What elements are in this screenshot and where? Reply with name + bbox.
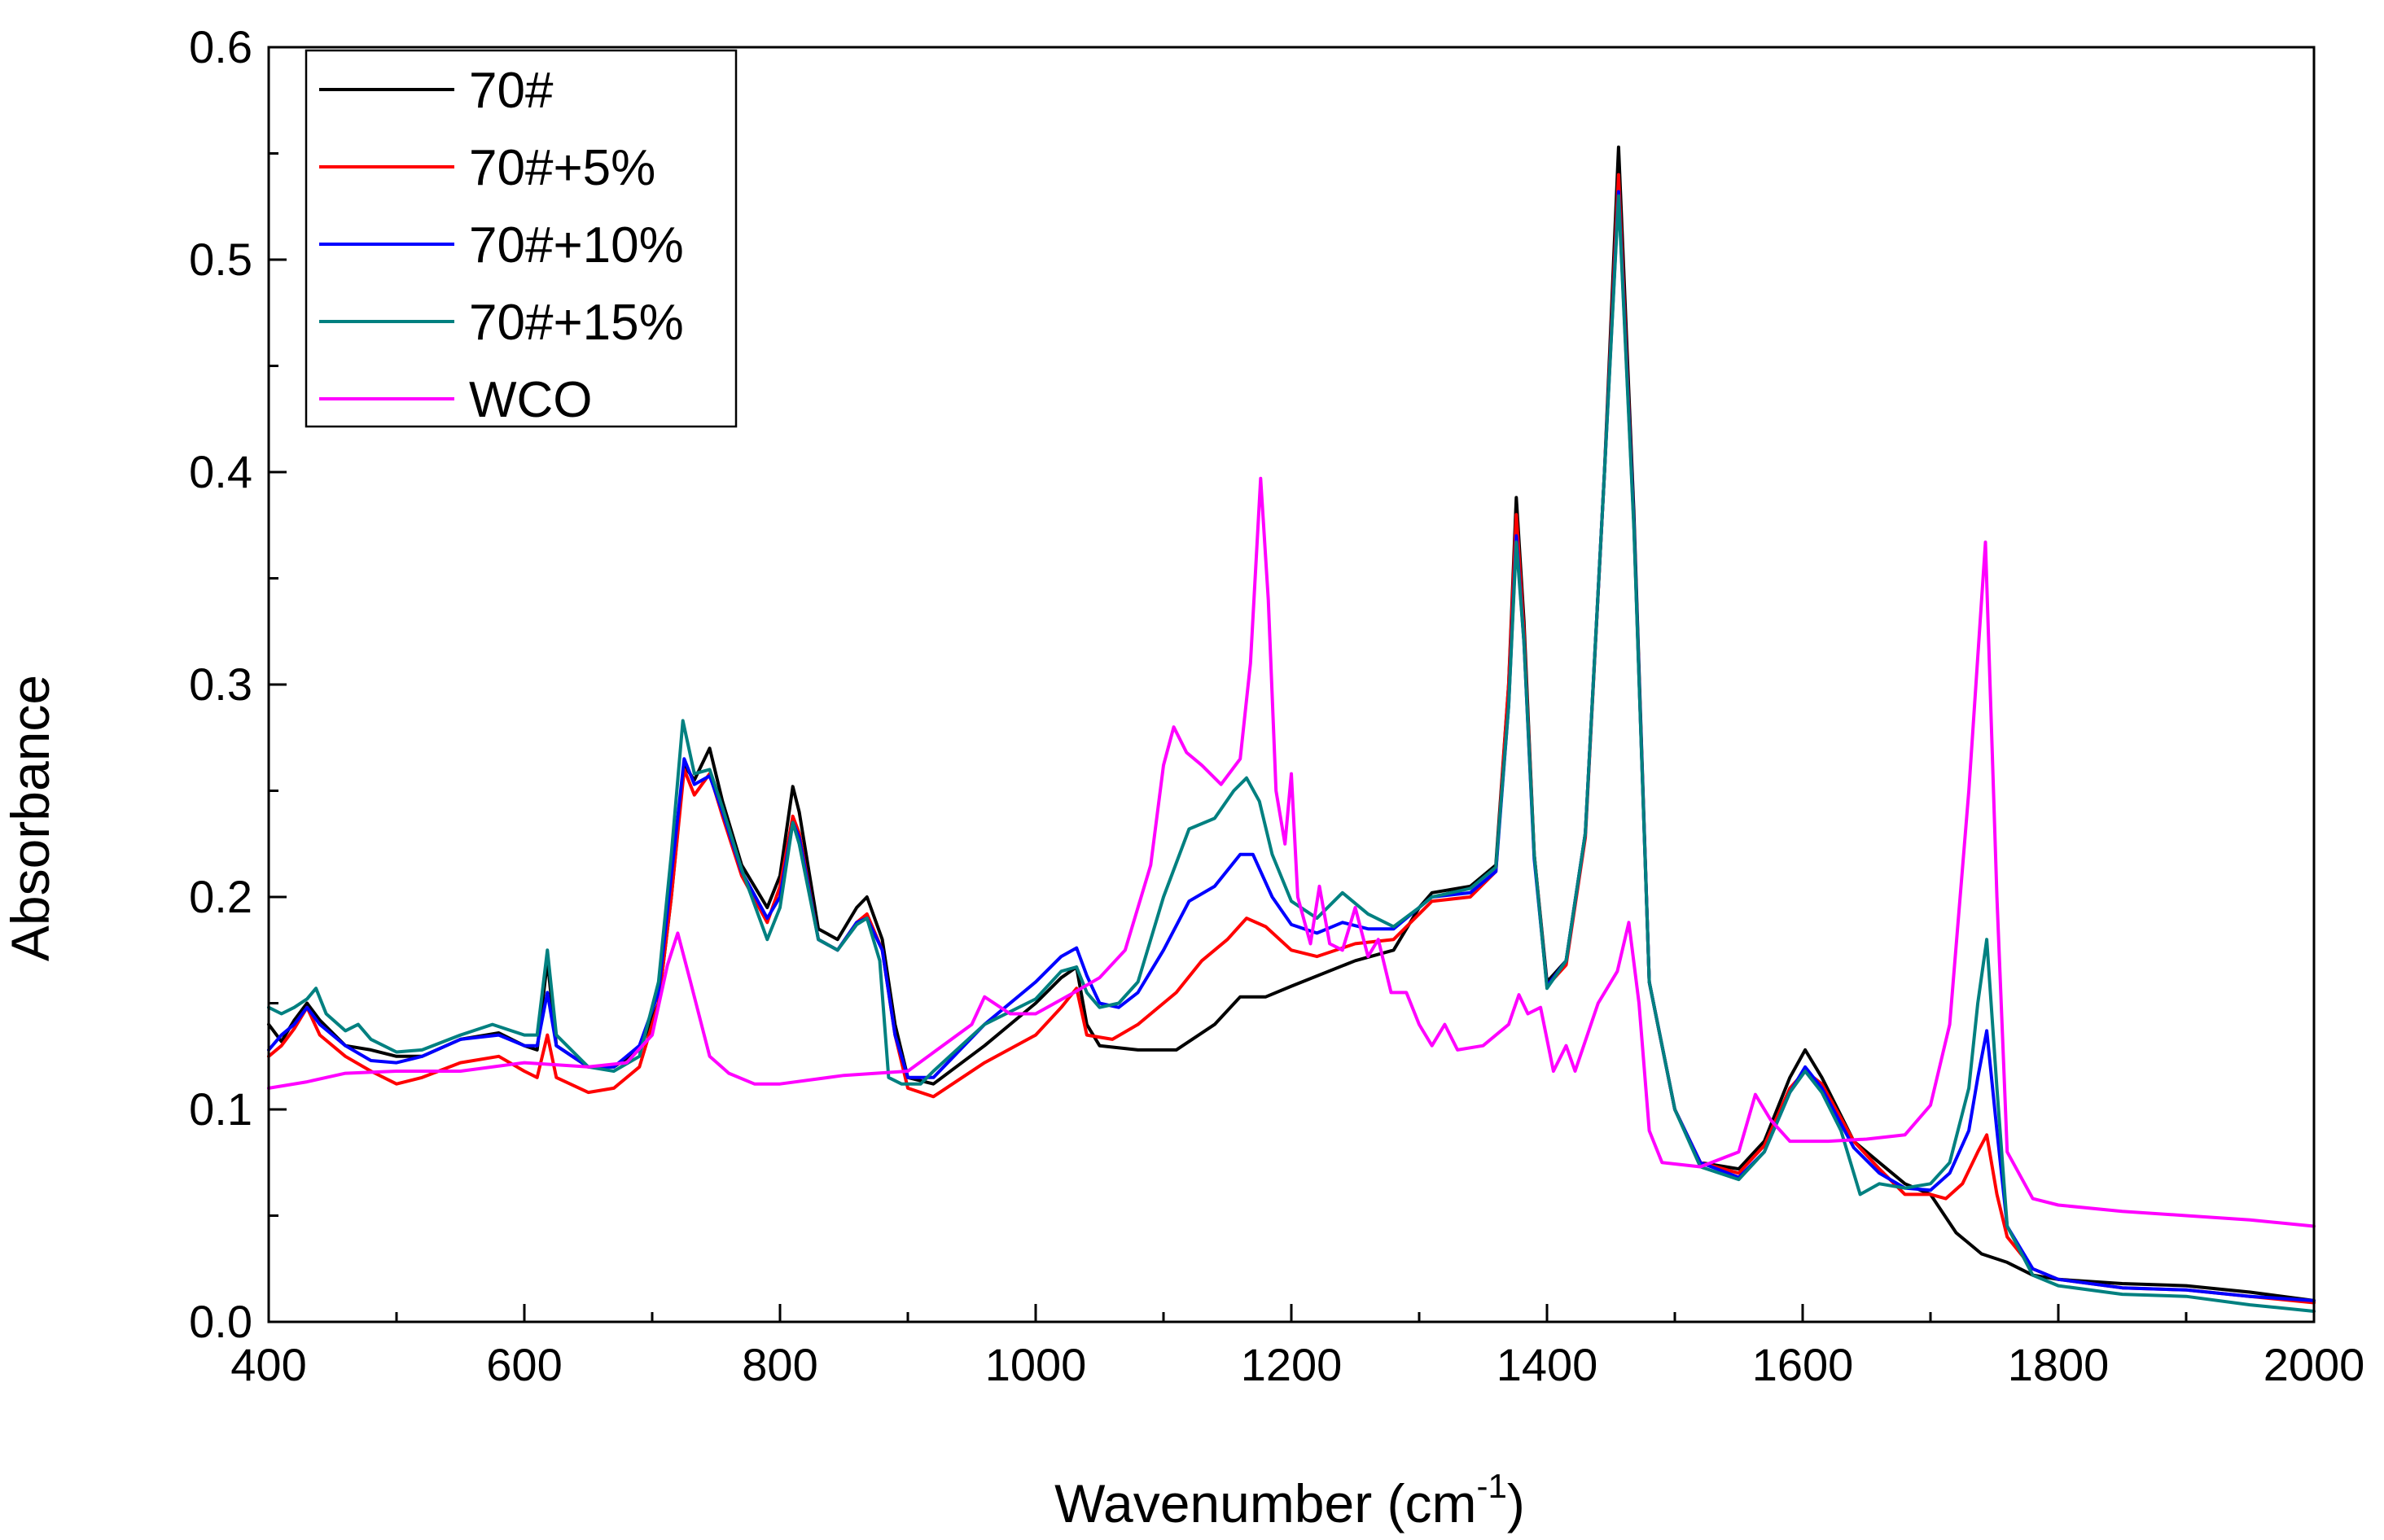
- x-tick-label: 1600: [1752, 1339, 1854, 1390]
- y-tick-label: 0.6: [189, 21, 252, 72]
- series-line-wco: [267, 476, 2316, 1228]
- legend: 70# 70#+5% 70#+10% 70#+15% WCO: [305, 49, 738, 428]
- x-tick-label: 2000: [2263, 1339, 2365, 1390]
- plot-series: [267, 145, 2316, 1313]
- x-axis: 400 600 800 1000 1200 1400 1600 1800 2000: [230, 1304, 2364, 1390]
- y-tick-label: 0.1: [189, 1083, 252, 1135]
- x-axis-title: Wavenumber (cm-1): [1054, 1467, 1525, 1533]
- y-tick-label: 0.3: [189, 658, 252, 710]
- y-tick-label: 0.5: [189, 234, 252, 285]
- y-tick-label: 0.0: [189, 1296, 252, 1347]
- legend-label: 70#: [469, 63, 554, 119]
- x-axis-title-main: Wavenumber (cm: [1054, 1473, 1476, 1533]
- x-tick-label: 800: [742, 1339, 817, 1390]
- x-tick-label: 1800: [2008, 1339, 2110, 1390]
- x-axis-title-superscript: -1: [1477, 1467, 1507, 1505]
- y-axis: 0.0 0.1 0.2 0.3 0.4 0.5 0.6: [189, 21, 287, 1347]
- x-tick-label: 1200: [1241, 1339, 1343, 1390]
- x-tick-label: 400: [230, 1339, 306, 1390]
- x-axis-title-close: ): [1507, 1473, 1525, 1533]
- plot-frame: [267, 46, 2316, 1323]
- y-axis-title: Absorbance: [0, 675, 60, 961]
- legend-box: [305, 49, 738, 428]
- legend-label: 70#+5%: [469, 140, 655, 196]
- y-tick-label: 0.4: [189, 446, 252, 497]
- legend-label: 70#+10%: [469, 217, 684, 273]
- y-tick-label: 0.2: [189, 871, 252, 922]
- legend-label: WCO: [469, 372, 593, 428]
- series-line-70-15-: [267, 194, 2316, 1313]
- x-tick-label: 600: [486, 1339, 562, 1390]
- legend-label: 70#+15%: [469, 295, 684, 351]
- x-tick-label: 1000: [985, 1339, 1087, 1390]
- x-tick-label: 1400: [1497, 1339, 1598, 1390]
